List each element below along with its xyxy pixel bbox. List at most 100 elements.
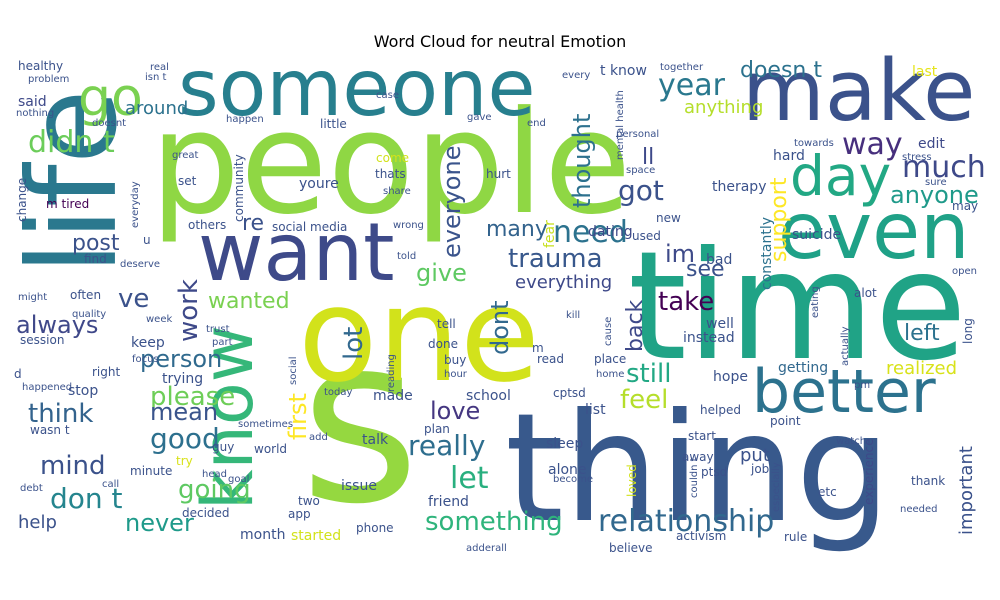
- word-social-media: social media: [272, 220, 347, 234]
- word-great: great: [172, 150, 199, 161]
- word-stress: stress: [902, 152, 932, 163]
- word-rule: rule: [784, 530, 807, 544]
- word-today: today: [324, 387, 353, 398]
- word-talk: talk: [362, 432, 389, 448]
- word-new: new: [656, 211, 681, 225]
- word-help: help: [18, 512, 57, 533]
- word-done: done: [428, 337, 458, 351]
- word-alot: alot: [854, 286, 877, 300]
- word-add: add: [309, 432, 328, 443]
- word-two: two: [298, 494, 320, 508]
- word-eating: eating: [810, 286, 821, 318]
- word-dont: dont: [486, 300, 514, 355]
- word-mind: mind: [40, 451, 106, 481]
- word-didn-t: didn t: [28, 125, 115, 160]
- word-well: well: [706, 316, 734, 332]
- word-focus: focus: [132, 354, 159, 365]
- word-time: time: [628, 220, 967, 394]
- word-set: set: [178, 174, 197, 188]
- word-world: world: [254, 442, 287, 456]
- word-activism: activism: [676, 529, 726, 543]
- word-call: call: [102, 479, 119, 490]
- word-sleep: sleep: [546, 436, 583, 452]
- word-needed: needed: [900, 504, 938, 515]
- word-feel: feel: [620, 385, 668, 415]
- word-issue: issue: [341, 478, 377, 494]
- word-job: job: [750, 462, 769, 476]
- word-relationship: relationship: [598, 504, 774, 539]
- word-goal: goal: [228, 474, 249, 485]
- word-doesn-t: doesn t: [740, 58, 822, 83]
- word-hope: hope: [713, 369, 748, 385]
- word-always: always: [16, 311, 98, 339]
- word-week: week: [146, 314, 172, 325]
- word-phone: phone: [356, 521, 394, 535]
- word-t-know: t know: [600, 63, 647, 79]
- chart-title: Word Cloud for neutral Emotion: [373, 32, 627, 51]
- word-actually: actually: [840, 326, 851, 366]
- word-post: post: [72, 231, 120, 256]
- word-someone: someone: [178, 44, 535, 134]
- word-happen: happen: [226, 114, 264, 125]
- word-friend: friend: [428, 494, 469, 510]
- word-let: let: [450, 461, 489, 496]
- word-got: got: [618, 174, 664, 207]
- word-month: month: [240, 527, 285, 543]
- word-day: day: [790, 144, 891, 208]
- word-thought: thought: [568, 114, 596, 208]
- word-one: one: [298, 259, 540, 411]
- word-open: open: [952, 266, 977, 277]
- word-wasn-t: wasn t: [30, 423, 70, 437]
- word-see: see: [686, 257, 725, 282]
- word-helped: helped: [700, 403, 741, 417]
- word-minute: minute: [130, 464, 172, 478]
- word-home: home: [596, 369, 624, 380]
- word-quality: quality: [72, 309, 106, 320]
- word-fear: fear: [542, 220, 558, 248]
- word-list: list: [585, 402, 606, 418]
- word-therapy: therapy: [712, 179, 766, 195]
- word-getting: getting: [778, 360, 828, 376]
- word-something: something: [425, 507, 563, 537]
- word-couldn-t: couldn t: [689, 457, 700, 498]
- word-ll: ll: [642, 145, 654, 170]
- word-watch: watch: [836, 436, 866, 447]
- word-instead: instead: [683, 330, 735, 346]
- word-m-tired: m tired: [46, 197, 89, 211]
- word-etc: etc: [818, 485, 837, 499]
- word-towards: towards: [794, 138, 834, 149]
- word-bad: bad: [706, 252, 732, 268]
- word-told: told: [397, 251, 416, 262]
- word-isn-t: isn t: [145, 72, 167, 83]
- word-social: social: [288, 356, 299, 385]
- word-even: even: [778, 187, 970, 277]
- word-start: start: [688, 429, 716, 443]
- word-ve: ve: [118, 284, 149, 314]
- word-others: others: [188, 218, 226, 232]
- word-loved: loved: [625, 464, 639, 497]
- word-used: used: [632, 229, 661, 243]
- word-plan: plan: [424, 422, 450, 436]
- word-still: still: [626, 359, 671, 389]
- word-decided: decided: [182, 506, 230, 520]
- word-gave: gave: [467, 112, 492, 123]
- word-trust: trust: [206, 324, 230, 335]
- word-know: know: [187, 325, 269, 510]
- word-kill: kill: [566, 310, 580, 321]
- word-problem: problem: [28, 74, 69, 85]
- word-last: last: [912, 64, 938, 80]
- word-constantly: constantly: [759, 217, 775, 290]
- word-part: part: [212, 337, 233, 348]
- word-long: long: [961, 318, 975, 344]
- word-sure: sure: [925, 177, 947, 188]
- word-reading: reading: [386, 354, 397, 392]
- word-hurt: hurt: [486, 167, 511, 181]
- word-together: together: [660, 62, 704, 73]
- word-need: need: [553, 215, 628, 250]
- word-share: share: [383, 186, 411, 197]
- word-nothing: nothing: [16, 108, 54, 119]
- word-deserve: deserve: [120, 259, 160, 270]
- word-lot: lot: [339, 327, 369, 360]
- word-s: s: [300, 288, 420, 555]
- word-wanted: wanted: [208, 289, 290, 314]
